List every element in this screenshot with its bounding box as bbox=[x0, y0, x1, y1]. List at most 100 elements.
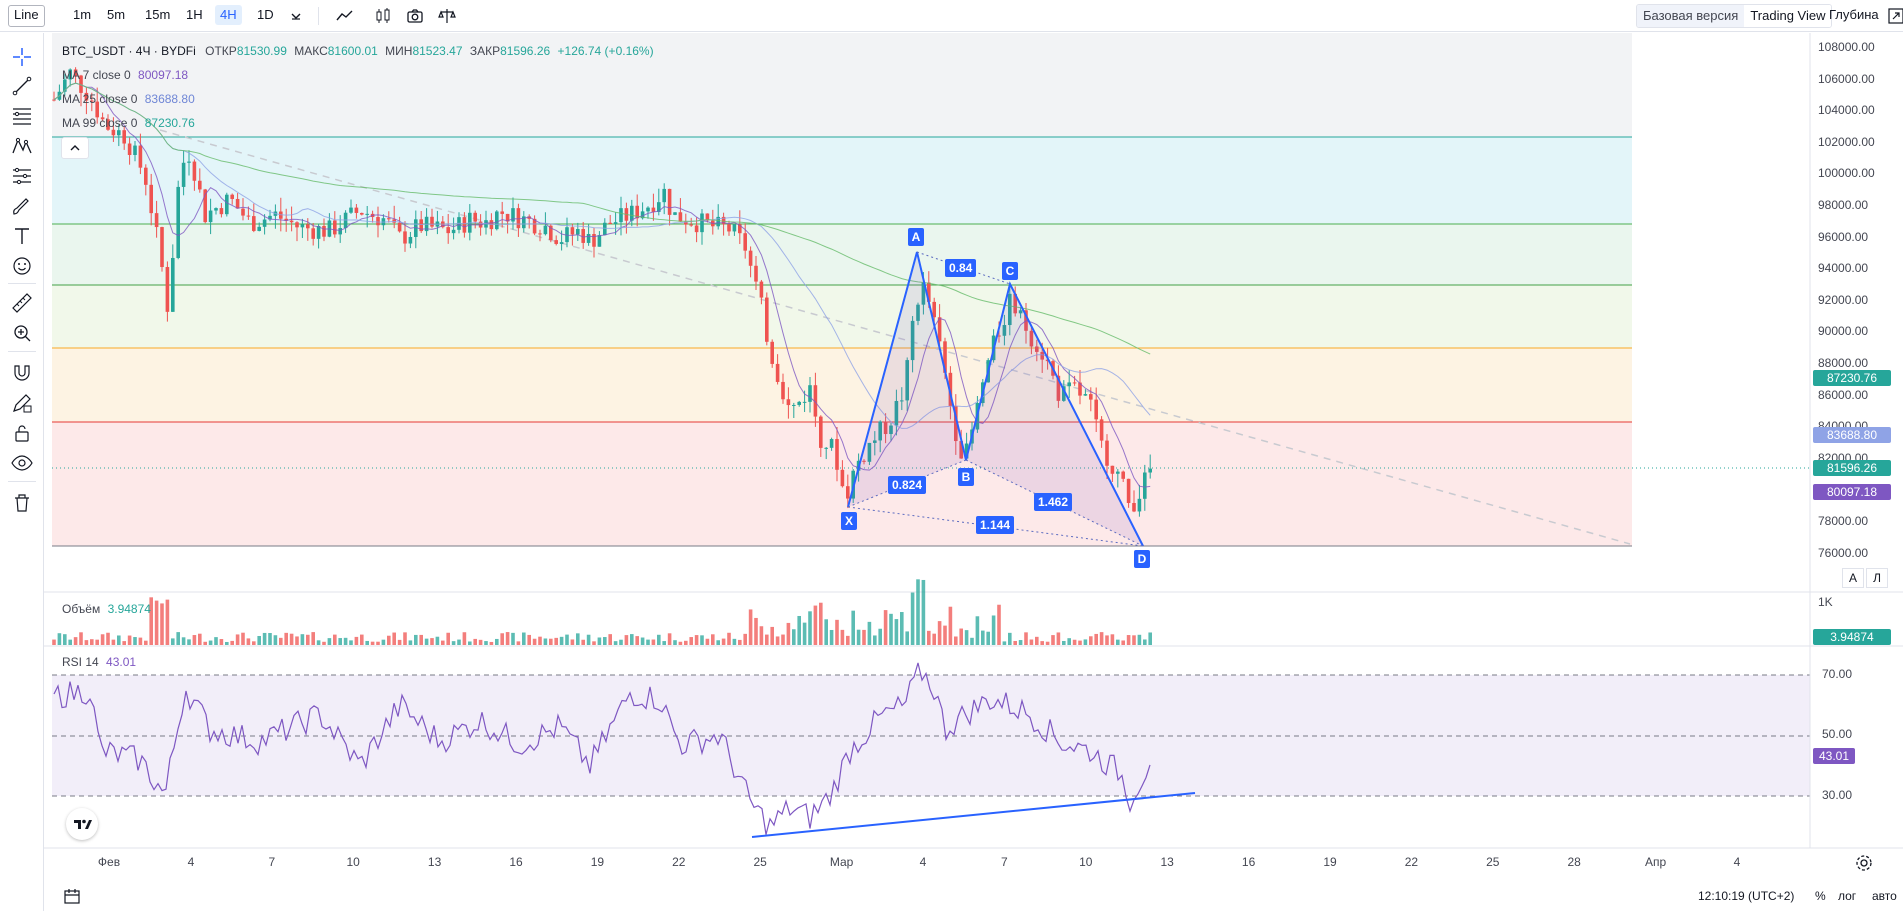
volume-bar bbox=[667, 633, 672, 645]
pattern-fill-xab bbox=[848, 252, 966, 507]
candles-icon[interactable] bbox=[373, 6, 393, 26]
ma25-legend[interactable]: MA 25 close 0 83688.80 bbox=[62, 91, 195, 107]
pattern-point-x[interactable]: X bbox=[841, 512, 857, 530]
candle-body bbox=[511, 208, 515, 222]
trash-icon[interactable] bbox=[10, 491, 34, 515]
candle-body bbox=[910, 320, 915, 361]
ma7-legend[interactable]: MA 7 close 0 80097.18 bbox=[62, 67, 188, 83]
volume-legend[interactable]: Объём 3.94874 bbox=[62, 601, 151, 617]
time-axis-label: 25 bbox=[1486, 855, 1500, 869]
collapse-legend-button[interactable] bbox=[61, 137, 89, 159]
pattern-icon[interactable] bbox=[10, 134, 34, 158]
candle-body bbox=[867, 442, 872, 462]
pattern-ratio-line bbox=[916, 251, 1011, 285]
volume-bar bbox=[581, 639, 585, 645]
volume-bar bbox=[435, 636, 440, 645]
text-icon[interactable] bbox=[10, 224, 34, 248]
ruler-icon[interactable] bbox=[10, 291, 34, 315]
candle-body bbox=[824, 447, 828, 449]
trend-line-icon[interactable] bbox=[10, 74, 34, 98]
candle-body bbox=[1029, 330, 1034, 347]
candle-body bbox=[127, 143, 132, 155]
candle-body bbox=[678, 212, 683, 222]
candle-body bbox=[846, 486, 850, 499]
magnet-icon[interactable] bbox=[10, 361, 34, 385]
candle-body bbox=[505, 213, 510, 222]
volume-bar bbox=[700, 635, 704, 645]
volume-bar bbox=[1078, 640, 1082, 645]
basic-view-button[interactable]: Базовая версия bbox=[1637, 5, 1745, 27]
volume-bar bbox=[748, 609, 753, 645]
rsi-line bbox=[53, 662, 1151, 835]
lock-icon[interactable] bbox=[10, 421, 34, 445]
chevron-down-icon[interactable] bbox=[286, 6, 306, 26]
tradingview-view-button[interactable]: Trading View bbox=[1744, 5, 1832, 27]
candle-body bbox=[835, 439, 839, 470]
depth-tab[interactable]: Глубина bbox=[1829, 7, 1879, 22]
candle-body bbox=[759, 281, 764, 298]
time-axis-label: 25 bbox=[753, 855, 767, 869]
lock-draw-icon[interactable] bbox=[10, 391, 34, 415]
timeframe-5m[interactable]: 5m bbox=[107, 7, 126, 22]
fullscreen-icon[interactable] bbox=[1886, 6, 1903, 26]
candle-body bbox=[473, 212, 477, 222]
crosshair-icon[interactable] bbox=[10, 45, 34, 69]
rsi-legend[interactable]: RSI 14 43.01 bbox=[62, 654, 136, 670]
pattern-point-a[interactable]: A bbox=[908, 228, 924, 246]
timeframe-15m[interactable]: 15m bbox=[145, 7, 171, 22]
volume-bar bbox=[397, 639, 402, 645]
indicators-icon[interactable] bbox=[335, 6, 355, 26]
volume-bar bbox=[597, 637, 602, 645]
harmonic-pattern[interactable] bbox=[847, 251, 1144, 547]
volume-bar bbox=[473, 638, 477, 645]
volume-bar bbox=[576, 633, 580, 645]
emoji-icon[interactable] bbox=[10, 254, 34, 278]
projection-icon[interactable] bbox=[10, 164, 34, 188]
volume-bar bbox=[306, 634, 310, 645]
volume-bar bbox=[619, 639, 623, 645]
pattern-point-d[interactable]: D bbox=[1134, 550, 1150, 568]
log-button[interactable]: лог bbox=[1838, 889, 1857, 903]
chart-type-button[interactable]: Line bbox=[8, 5, 45, 27]
timeframe-1h[interactable]: 1H bbox=[186, 7, 203, 22]
volume-bar bbox=[468, 641, 472, 645]
volume-bar bbox=[214, 637, 218, 645]
clock-time[interactable]: 12:10:19 (UTC+2) bbox=[1698, 889, 1795, 903]
timeframe-1d[interactable]: 1D bbox=[257, 7, 274, 22]
zoom-icon[interactable] bbox=[10, 321, 34, 345]
timeframe-1m[interactable]: 1m bbox=[73, 7, 92, 22]
candle-body bbox=[322, 225, 326, 237]
tradingview-logo[interactable] bbox=[66, 808, 98, 840]
volume-bar bbox=[732, 638, 737, 645]
volume-bar bbox=[1067, 638, 1071, 645]
fib-icon[interactable] bbox=[10, 104, 34, 128]
symbol-name[interactable]: BTC_USDT · 4Ч · BYDFi bbox=[62, 44, 196, 58]
camera-icon[interactable] bbox=[405, 6, 425, 26]
auto-button[interactable]: авто bbox=[1872, 889, 1897, 903]
timeframe-4h[interactable]: 4H bbox=[215, 5, 242, 25]
volume-bar bbox=[1062, 640, 1066, 645]
eye-icon[interactable] bbox=[10, 451, 34, 475]
auto-scale-button[interactable]: A bbox=[1842, 568, 1864, 588]
pattern-point-c[interactable]: C bbox=[1002, 262, 1018, 280]
ma99-legend[interactable]: MA 99 close 0 87230.76 bbox=[62, 115, 195, 131]
candle-body bbox=[943, 341, 947, 373]
brush-icon[interactable] bbox=[10, 194, 34, 218]
compare-scale-icon[interactable] bbox=[437, 6, 457, 26]
volume-bar bbox=[673, 640, 677, 645]
candle-body bbox=[1035, 346, 1039, 352]
percent-button[interactable]: % bbox=[1815, 889, 1826, 903]
candle-body bbox=[214, 208, 218, 211]
time-axis-label: 4 bbox=[919, 855, 927, 869]
calendar-icon[interactable] bbox=[62, 886, 82, 906]
settings-icon[interactable] bbox=[1854, 853, 1874, 873]
volume-bar bbox=[1126, 635, 1131, 645]
candle-body bbox=[651, 207, 656, 212]
chevron-up-icon bbox=[70, 145, 80, 151]
pattern-point-b[interactable]: B bbox=[958, 468, 974, 486]
candle-body bbox=[635, 205, 639, 219]
time-axis-label: Фев bbox=[97, 855, 121, 869]
candle-body bbox=[376, 217, 380, 226]
log-scale-button[interactable]: Л bbox=[1866, 568, 1888, 588]
